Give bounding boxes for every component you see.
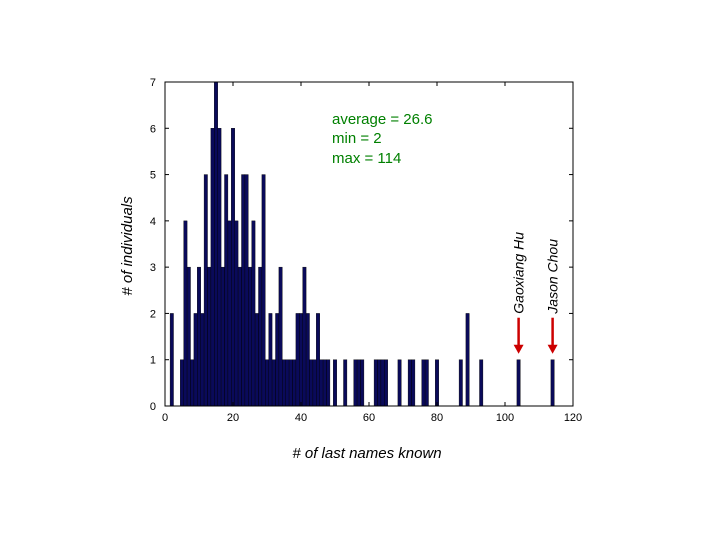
bars-group bbox=[169, 81, 555, 407]
bar bbox=[407, 359, 412, 407]
y-tick-label: 3 bbox=[150, 262, 156, 274]
y-tick-label: 5 bbox=[150, 170, 156, 182]
ticks-group: 0 20 40 60 80 100 120 0 1 2 3 4 5 6 7 bbox=[150, 77, 582, 424]
y-tick-label: 6 bbox=[150, 123, 156, 135]
bar bbox=[305, 313, 310, 407]
y-axis-label: # of individuals bbox=[119, 196, 136, 296]
bar bbox=[258, 266, 263, 407]
bar bbox=[380, 359, 385, 407]
bar bbox=[183, 220, 188, 407]
bar bbox=[248, 266, 252, 407]
annotation-arrowhead bbox=[547, 344, 558, 354]
bar bbox=[424, 359, 429, 407]
y-tick-label: 1 bbox=[150, 355, 156, 367]
bar bbox=[254, 313, 259, 407]
stat-average: average = 26.6 bbox=[332, 111, 433, 128]
bar bbox=[271, 359, 276, 407]
bar bbox=[299, 313, 303, 407]
x-tick-label: 120 bbox=[564, 412, 582, 424]
bar bbox=[333, 359, 337, 407]
bar bbox=[353, 359, 358, 407]
bar bbox=[421, 359, 426, 407]
bar bbox=[203, 174, 208, 407]
bar bbox=[210, 128, 215, 407]
bar bbox=[285, 359, 290, 407]
bar bbox=[343, 359, 348, 407]
bar bbox=[397, 359, 402, 407]
y-tick-label: 4 bbox=[150, 216, 156, 228]
bar bbox=[292, 359, 297, 407]
x-tick-label: 80 bbox=[431, 412, 443, 424]
bar bbox=[197, 266, 201, 407]
bar bbox=[190, 359, 195, 407]
bar bbox=[479, 359, 484, 407]
bar bbox=[516, 359, 521, 407]
x-axis-label: # of last names known bbox=[292, 445, 441, 462]
bar bbox=[241, 174, 246, 407]
bar bbox=[319, 359, 324, 407]
bar bbox=[435, 359, 439, 407]
bar bbox=[193, 313, 198, 407]
bar bbox=[237, 266, 242, 407]
bar bbox=[207, 266, 212, 407]
bar bbox=[231, 128, 235, 407]
bar bbox=[360, 359, 365, 407]
bar bbox=[282, 359, 286, 407]
bar bbox=[186, 266, 191, 407]
bar bbox=[326, 359, 331, 407]
bar bbox=[356, 359, 361, 407]
bar bbox=[227, 220, 232, 407]
bar bbox=[278, 266, 283, 407]
y-tick-label: 2 bbox=[150, 308, 156, 320]
bar bbox=[244, 174, 249, 407]
bar bbox=[224, 174, 229, 407]
annotation-label: Jason Chou bbox=[545, 239, 561, 315]
annotations-group: Gaoxiang Hu Jason Chou bbox=[511, 232, 561, 354]
stat-max: max = 114 bbox=[332, 150, 401, 167]
bar bbox=[234, 220, 239, 407]
bar bbox=[220, 266, 225, 407]
bar bbox=[373, 359, 378, 407]
bar bbox=[309, 359, 314, 407]
stat-min: min = 2 bbox=[332, 130, 382, 147]
bar bbox=[302, 266, 307, 407]
bar bbox=[550, 359, 555, 407]
x-tick-label: 60 bbox=[363, 412, 375, 424]
bar bbox=[316, 313, 320, 407]
bar bbox=[217, 128, 222, 407]
bar bbox=[180, 359, 184, 407]
bar bbox=[458, 359, 463, 407]
bar bbox=[265, 359, 269, 407]
bar bbox=[295, 313, 300, 407]
bar bbox=[214, 81, 218, 407]
bar bbox=[169, 313, 174, 407]
y-tick-label: 7 bbox=[150, 77, 156, 89]
bar bbox=[275, 313, 280, 407]
bar bbox=[322, 359, 327, 407]
bar bbox=[288, 359, 293, 407]
bar bbox=[268, 313, 273, 407]
bar bbox=[411, 359, 416, 407]
bar bbox=[251, 220, 256, 407]
bar bbox=[377, 359, 382, 407]
bar bbox=[384, 359, 388, 407]
bar bbox=[312, 359, 317, 407]
y-tick-label: 0 bbox=[150, 401, 156, 413]
bar bbox=[200, 313, 205, 407]
x-tick-label: 40 bbox=[295, 412, 307, 424]
bar bbox=[465, 313, 470, 407]
x-tick-label: 20 bbox=[227, 412, 239, 424]
annotation-label: Gaoxiang Hu bbox=[511, 232, 527, 314]
annotation-arrowhead bbox=[513, 344, 524, 354]
x-tick-label: 0 bbox=[162, 412, 168, 424]
x-tick-label: 100 bbox=[496, 412, 514, 424]
bar bbox=[261, 174, 266, 407]
